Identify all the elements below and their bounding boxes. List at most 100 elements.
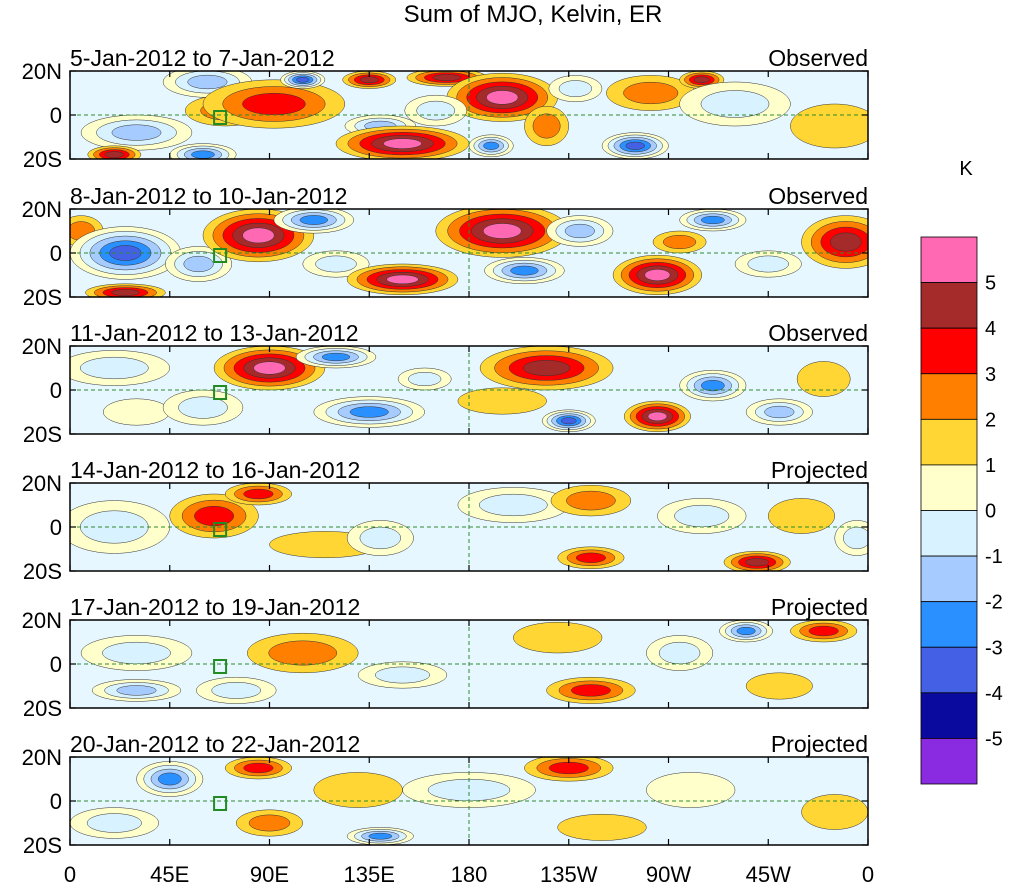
x-tick-label: 90E: [250, 862, 289, 887]
anomaly-contour: [700, 90, 770, 118]
colorbar-label: 5: [985, 273, 996, 295]
x-tick-label: 45W: [746, 862, 791, 887]
y-tick-label: 20N: [22, 59, 62, 84]
anomaly-contour: [736, 626, 756, 636]
anomaly-contour: [662, 234, 697, 250]
y-tick-label: 20N: [22, 471, 62, 496]
anomaly-contour: [178, 396, 228, 419]
anomaly-contour: [764, 405, 795, 419]
colorbar-label: 3: [985, 364, 996, 386]
colorbar-box: [920, 510, 978, 557]
colorbar-label: -5: [985, 728, 1003, 750]
panel-date-range: 5-Jan-2012 to 7-Jan-2012: [70, 45, 335, 71]
anomaly-field: [70, 71, 868, 159]
anomaly-contour: [658, 641, 701, 665]
reference-box: [213, 385, 228, 400]
map-panel: 20N 0 20S 11-Jan-2012 to 13-Jan-2012 Observe…: [22, 320, 869, 447]
colorbar-label: -2: [985, 592, 1003, 614]
colorbar-box: [920, 236, 978, 283]
anomaly-contour: [243, 762, 274, 774]
anomaly-contour: [253, 361, 286, 375]
y-tick-label: 20S: [23, 559, 62, 584]
y-tick-label: 0: [50, 103, 62, 128]
anomaly-contour: [374, 666, 431, 684]
colorbar-labels: 5 4 3 2 1 0 -1 -2 -3 -4 -5: [985, 273, 1003, 751]
colorbar-box: [920, 373, 978, 420]
panel-date-range: 17-Jan-2012 to 19-Jan-2012: [70, 594, 360, 620]
colorbar-label: -1: [985, 546, 1003, 568]
anomaly-contour: [745, 672, 813, 700]
anomaly-contour: [674, 504, 730, 528]
anomaly-contour: [693, 76, 710, 84]
anomaly-contour: [486, 90, 519, 105]
colorbar-boxes: [920, 236, 978, 785]
y-tick-label: 20S: [23, 696, 62, 721]
colorbar-label: -4: [985, 683, 1003, 705]
y-tick-label: 20N: [22, 608, 62, 633]
anomaly-contour: [560, 417, 577, 425]
chart-title: Sum of MJO, Kelvin, ER: [404, 1, 663, 28]
panel-status: Projected: [771, 731, 868, 757]
map-panel: 20N 0 20S 17-Jan-2012 to 19-Jan-2012 Project…: [22, 594, 869, 721]
anomaly-contour: [187, 74, 228, 90]
anomaly-contour: [575, 552, 606, 563]
y-tick-label: 20N: [22, 745, 62, 770]
anomaly-contour: [432, 74, 461, 81]
y-tick-label: 20S: [23, 833, 62, 858]
x-tick-label: 45E: [150, 862, 189, 887]
panel-status: Projected: [771, 457, 868, 483]
anomaly-contour: [368, 832, 393, 840]
anomaly-contour: [483, 141, 500, 150]
anomaly-contour: [548, 761, 589, 775]
anomaly-contour: [111, 289, 140, 296]
anomaly-contour: [570, 684, 611, 697]
anomaly-contour: [510, 265, 539, 276]
y-tick-label: 0: [50, 789, 62, 814]
anomaly-contour: [558, 80, 593, 97]
colorbar-label: 0: [985, 501, 996, 523]
anomaly-contour: [248, 814, 291, 832]
colorbar-label: 2: [985, 409, 996, 431]
anomaly-contour: [483, 223, 522, 239]
anomaly-contour: [701, 379, 725, 392]
panels: 20N 0 20S 5-Jan-2012 to 7-Jan-2012 Observed 2…: [22, 45, 869, 858]
anomaly-contour: [408, 371, 442, 387]
x-tick-label: 0: [64, 862, 76, 887]
y-tick-label: 0: [50, 241, 62, 266]
anomaly-contour: [79, 356, 149, 380]
anomaly-contour: [532, 113, 561, 139]
anomaly-contour: [644, 269, 671, 281]
y-tick-label: 0: [50, 515, 62, 540]
colorbar-label: 1: [985, 455, 996, 477]
colorbar-label: 4: [985, 318, 996, 340]
anomaly-contour: [457, 387, 547, 415]
anomaly-contour: [157, 772, 182, 786]
colorbar-box: [920, 464, 978, 511]
anomaly-contour: [523, 360, 570, 376]
anomaly-contour: [191, 150, 215, 159]
colorbar-box: [920, 555, 978, 603]
y-tick-label: 0: [50, 378, 62, 403]
colorbar: K 5 4 3 2 1 0 -1 -2 -3 -4 -5: [920, 158, 1003, 785]
y-tick-label: 20S: [23, 285, 62, 310]
x-tick-label: 90W: [646, 862, 691, 887]
anomaly-contour: [313, 772, 403, 808]
x-tick-label: 180: [451, 862, 488, 887]
panel-status: Observed: [768, 45, 868, 71]
colorbar-label: -3: [985, 637, 1003, 659]
anomaly-contour: [111, 124, 162, 141]
colorbar-box: [920, 738, 978, 785]
panel-date-range: 14-Jan-2012 to 16-Jan-2012: [70, 457, 360, 483]
reference-box: [213, 659, 228, 674]
anomaly-contour: [647, 411, 668, 422]
colorbar-box: [920, 692, 978, 739]
anomaly-contour: [321, 352, 351, 362]
map-panel: 20N 0 20S 8-Jan-2012 to 10-Jan-2012 Observed: [22, 183, 869, 310]
anomaly-contour: [359, 526, 402, 550]
panel-status: Projected: [771, 594, 868, 620]
anomaly-contour: [808, 625, 839, 637]
colorbar-box: [920, 601, 978, 648]
y-tick-label: 0: [50, 652, 62, 677]
anomaly-contour: [843, 526, 868, 550]
